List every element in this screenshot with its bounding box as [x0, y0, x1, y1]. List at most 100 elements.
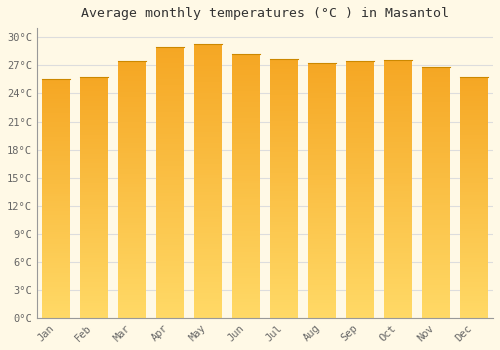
Bar	[308, 201, 336, 203]
Bar	[270, 129, 298, 131]
Bar	[346, 285, 374, 287]
Bar	[308, 121, 336, 124]
Bar	[384, 124, 412, 127]
Bar	[270, 287, 298, 289]
Bar	[194, 252, 222, 255]
Bar	[384, 65, 412, 68]
Bar	[232, 197, 260, 199]
Bar	[270, 269, 298, 271]
Bar	[460, 212, 488, 214]
Bar	[232, 149, 260, 152]
Bar	[308, 236, 336, 239]
Bar	[118, 259, 146, 261]
Bar	[156, 52, 184, 55]
Bar	[270, 72, 298, 75]
Bar	[422, 258, 450, 260]
Bar	[460, 296, 488, 299]
Bar	[232, 215, 260, 218]
Bar	[270, 105, 298, 108]
Bar	[308, 129, 336, 132]
Bar	[460, 250, 488, 253]
Bar	[194, 200, 222, 203]
Bar	[460, 96, 488, 98]
Bar	[118, 207, 146, 210]
Bar	[460, 118, 488, 120]
Bar	[232, 96, 260, 99]
Bar	[422, 82, 450, 85]
Bar	[384, 145, 412, 148]
Bar	[118, 266, 146, 269]
Bar	[80, 96, 108, 98]
Bar	[80, 197, 108, 200]
Bar	[270, 92, 298, 95]
Bar	[422, 195, 450, 198]
Bar	[42, 184, 70, 187]
Bar	[42, 208, 70, 211]
Bar	[232, 86, 260, 89]
Bar	[460, 214, 488, 217]
Bar	[232, 294, 260, 297]
Bar	[384, 276, 412, 279]
Bar	[422, 100, 450, 103]
Bar	[422, 125, 450, 127]
Bar	[232, 183, 260, 186]
Bar	[346, 300, 374, 302]
Bar	[42, 296, 70, 299]
Bar	[118, 133, 146, 135]
Bar	[346, 117, 374, 120]
Bar	[232, 286, 260, 289]
Bar	[232, 189, 260, 191]
Bar	[42, 223, 70, 225]
Bar	[232, 62, 260, 65]
Bar	[118, 287, 146, 289]
Bar	[422, 263, 450, 265]
Bar	[156, 161, 184, 163]
Bar	[194, 236, 222, 238]
Bar	[194, 58, 222, 61]
Bar	[80, 248, 108, 250]
Bar	[308, 221, 336, 223]
Bar	[194, 280, 222, 282]
Bar	[80, 289, 108, 291]
Bar	[156, 256, 184, 258]
Bar	[194, 110, 222, 112]
Bar	[42, 232, 70, 234]
Bar	[118, 135, 146, 138]
Bar	[42, 203, 70, 206]
Bar	[80, 130, 108, 132]
Bar	[422, 185, 450, 188]
Bar	[384, 253, 412, 256]
Bar	[80, 299, 108, 301]
Bar	[346, 248, 374, 251]
Bar	[156, 82, 184, 85]
Bar	[232, 281, 260, 284]
Bar	[232, 54, 260, 57]
Bar	[270, 144, 298, 147]
Bar	[194, 304, 222, 307]
Bar	[308, 259, 336, 262]
Bar	[270, 85, 298, 88]
Bar	[194, 137, 222, 140]
Bar	[308, 244, 336, 246]
Bar	[422, 138, 450, 140]
Bar	[118, 107, 146, 110]
Bar	[308, 149, 336, 152]
Bar	[308, 211, 336, 213]
Bar	[118, 148, 146, 151]
Bar	[346, 199, 374, 202]
Bar	[194, 77, 222, 79]
Bar	[460, 180, 488, 183]
Bar	[422, 67, 450, 70]
Bar	[118, 285, 146, 287]
Bar	[308, 298, 336, 300]
Bar	[80, 212, 108, 214]
Bar	[308, 160, 336, 162]
Bar	[232, 186, 260, 189]
Bar	[42, 277, 70, 280]
Bar	[422, 283, 450, 285]
Bar	[308, 193, 336, 195]
Bar	[384, 266, 412, 269]
Bar	[384, 140, 412, 142]
Bar	[80, 236, 108, 238]
Bar	[194, 238, 222, 241]
